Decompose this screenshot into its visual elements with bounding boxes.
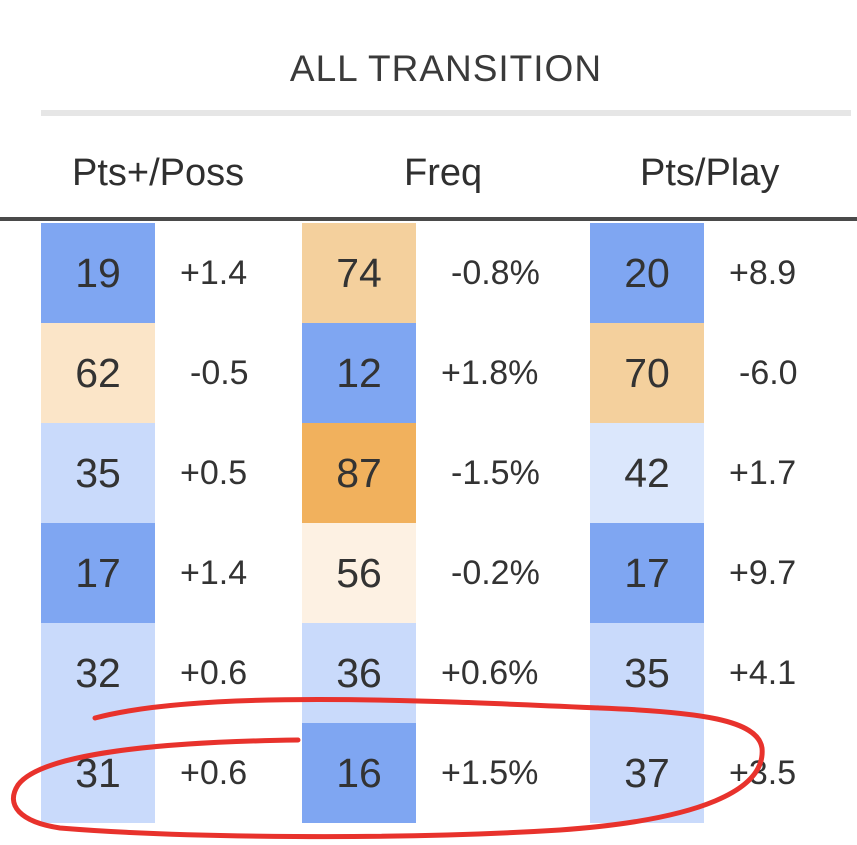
rank-cell-pts-play: 37: [590, 723, 704, 823]
rank-cell-pts-play: 35: [590, 623, 704, 723]
rank-cell-pts-poss: 35: [41, 423, 155, 523]
delta-cell-freq: +1.8%: [441, 353, 539, 392]
section-title: ALL TRANSITION: [289, 48, 603, 89]
column-header-freq[interactable]: Freq: [404, 152, 483, 194]
delta-cell-pts-play: +9.7: [729, 553, 797, 592]
rank-cell-freq: 87: [302, 423, 416, 523]
rank-cell-pts-poss: 62: [41, 323, 155, 423]
delta-cell-freq: +0.6%: [441, 653, 539, 692]
delta-cell-pts-poss: +1.4: [180, 553, 248, 592]
delta-cell-pts-poss: +0.6: [180, 753, 248, 792]
delta-cell-freq: -1.5%: [451, 453, 540, 492]
delta-cell-pts-poss: +0.6: [180, 653, 248, 692]
delta-cell-freq: -0.8%: [451, 253, 540, 292]
column-header-pts-play[interactable]: Pts/Play: [640, 152, 780, 194]
header-divider: [0, 217, 857, 221]
title-divider: [41, 110, 851, 116]
rank-cell-pts-play: 42: [590, 423, 704, 523]
delta-cell-pts-poss: -0.5: [190, 353, 249, 392]
rank-cell-freq: 36: [302, 623, 416, 723]
rank-cell-freq: 16: [302, 723, 416, 823]
column-header-pts-poss[interactable]: Pts+/Poss: [72, 152, 245, 194]
rank-cell-pts-play: 20: [590, 223, 704, 323]
rank-cell-freq: 56: [302, 523, 416, 623]
rank-cell-pts-poss: 32: [41, 623, 155, 723]
rank-cell-pts-poss: 31: [41, 723, 155, 823]
delta-cell-pts-play: +8.9: [729, 253, 797, 292]
rank-cell-pts-play: 17: [590, 523, 704, 623]
rank-cell-pts-poss: 17: [41, 523, 155, 623]
rank-cell-freq: 12: [302, 323, 416, 423]
delta-cell-freq: -0.2%: [451, 553, 540, 592]
delta-cell-pts-play: +4.1: [729, 653, 797, 692]
delta-cell-pts-play: +1.7: [729, 453, 797, 492]
rank-cell-pts-poss: 19: [41, 223, 155, 323]
delta-cell-pts-play: +3.5: [729, 753, 797, 792]
delta-cell-pts-poss: +0.5: [180, 453, 248, 492]
delta-cell-pts-poss: +1.4: [180, 253, 248, 292]
delta-cell-pts-play: -6.0: [739, 353, 798, 392]
rank-cell-freq: 74: [302, 223, 416, 323]
delta-cell-freq: +1.5%: [441, 753, 539, 792]
rank-cell-pts-play: 70: [590, 323, 704, 423]
